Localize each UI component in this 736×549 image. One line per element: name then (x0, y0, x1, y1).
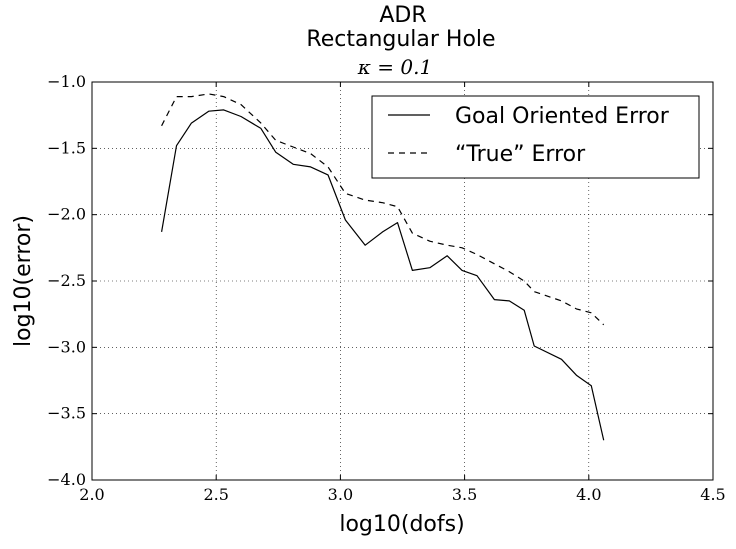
x-tick-label: 4.0 (576, 485, 601, 504)
series-true-error-line (161, 93, 605, 326)
y-tick-label: −2.0 (47, 205, 86, 224)
series-goal-oriented-error-line (161, 109, 605, 441)
y-tick-label: −3.5 (47, 404, 86, 423)
x-tick-label: 2.5 (203, 485, 228, 504)
legend-label-goal-oriented: Goal Oriented Error (455, 104, 670, 129)
y-axis-label: log10(error) (11, 215, 36, 347)
y-tick-labels: −4.0 −3.5 −3.0 −2.5 −2.0 −1.5 −1.0 (47, 72, 86, 489)
y-tick-label: −2.5 (47, 271, 86, 290)
x-tick-label: 3.5 (452, 485, 477, 504)
series-layer (161, 93, 605, 441)
axis-ticks (91, 81, 714, 481)
y-tick-label: −1.5 (47, 138, 86, 157)
legend-label-true-error: “True” Error (455, 142, 586, 167)
y-tick-label: −3.0 (47, 337, 86, 356)
legend: Goal Oriented Error “True” Error (371, 95, 700, 179)
y-tick-label: −1.0 (47, 72, 86, 91)
legend-box (371, 95, 700, 179)
y-tick-label: −4.0 (47, 470, 86, 489)
x-tick-labels: 2.0 2.5 3.0 3.5 4.0 4.5 (79, 485, 725, 504)
x-tick-label: 4.5 (700, 485, 725, 504)
chart-titles: ADR Rectangular Hole κ = 0.1 (306, 3, 495, 79)
x-axis-label: log10(dofs) (339, 512, 464, 537)
chart-parameter-label: κ = 0.1 (357, 55, 432, 79)
chart-title: ADR (379, 3, 426, 28)
x-tick-label: 2.0 (79, 485, 104, 504)
chart-subtitle: Rectangular Hole (306, 27, 495, 52)
x-tick-label: 3.0 (328, 485, 353, 504)
